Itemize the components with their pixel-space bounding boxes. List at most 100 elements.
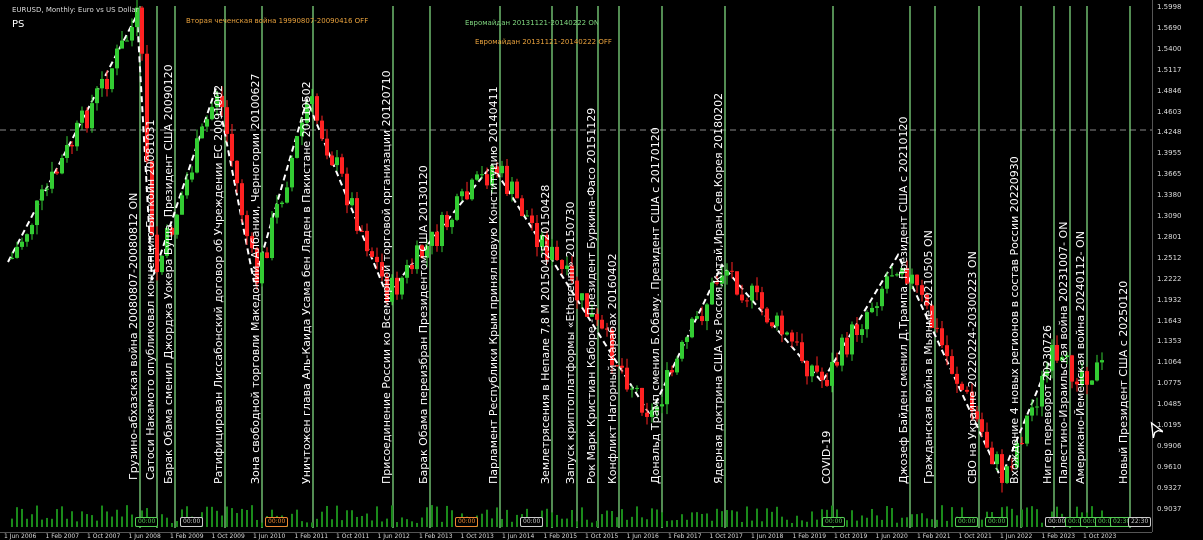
volume-bar <box>586 519 588 527</box>
volume-bar <box>831 505 833 527</box>
candle-body <box>425 245 429 258</box>
price-tick-label: 0.9037 <box>1157 504 1182 513</box>
volume-bar <box>676 520 678 527</box>
candle-body <box>70 145 74 147</box>
time-tag: 22:30 <box>1128 517 1152 527</box>
candle-body <box>410 264 414 270</box>
candle-body <box>95 88 99 104</box>
event-label: Гражданская война в Мьянме 20210505 ON <box>922 230 935 484</box>
candle-body <box>50 171 54 189</box>
candle-body <box>630 388 634 390</box>
volume-bar <box>506 509 508 527</box>
candle-body <box>60 157 64 174</box>
candle-body <box>380 262 384 277</box>
time-tag: 00:00 <box>265 517 289 527</box>
candle-body <box>895 274 899 276</box>
candle-body <box>830 361 834 386</box>
volume-bar <box>1011 508 1013 527</box>
event-label: Грузино-абхазская война 20080807-2008081… <box>127 192 140 480</box>
candle-body <box>1040 375 1044 407</box>
candle-body <box>930 305 934 328</box>
candle-body <box>635 387 639 389</box>
volume-bar <box>231 508 233 527</box>
volume-bar <box>981 519 983 527</box>
candle-body <box>950 356 954 374</box>
price-tick-label: 1.1064 <box>1157 358 1182 367</box>
event-label: Дональд Трамп сменил Б.Обаму. Президент … <box>649 127 662 484</box>
price-tick-label: 1.3090 <box>1157 212 1182 220</box>
volume-bar <box>161 514 163 527</box>
candle-body <box>805 360 809 377</box>
volume-bar <box>261 522 263 527</box>
candle-body <box>245 215 249 237</box>
candle-body <box>205 119 209 127</box>
time-tick-label: 1 Jun 2010 <box>253 533 286 540</box>
volume-bar <box>376 506 378 527</box>
price-tick-label: 1.2512 <box>1157 253 1182 262</box>
volume-bar <box>636 506 638 527</box>
volume-bar <box>366 513 368 527</box>
volume-bar <box>326 505 328 527</box>
event-label: Палестино-Израильская война 20231007- ON <box>1057 221 1070 484</box>
candle-body <box>370 251 374 257</box>
volume-bar <box>706 513 708 527</box>
volume-bar <box>606 510 608 527</box>
volume-bar <box>566 518 568 527</box>
volume-bar <box>546 508 548 527</box>
candle-body <box>800 342 804 361</box>
candle-body <box>40 189 44 201</box>
volume-bar <box>426 507 428 527</box>
candle-body <box>1060 357 1064 361</box>
candle-body <box>735 271 739 295</box>
candle-body <box>995 454 999 465</box>
candle-body <box>790 332 794 342</box>
candle-body <box>110 68 114 90</box>
price-tick-label: 1.5998 <box>1157 3 1182 11</box>
candle-body <box>165 227 169 256</box>
candle-body <box>560 260 564 269</box>
volume-bar <box>786 519 788 527</box>
volume-bar <box>1021 509 1023 527</box>
candle-body <box>590 313 594 317</box>
price-tick-label: 1.5690 <box>1157 23 1182 32</box>
volume-bar <box>771 511 773 527</box>
price-tick-label: 0.9327 <box>1157 483 1182 492</box>
time-tag: 00:00 <box>955 517 979 527</box>
volume-bar <box>626 519 628 527</box>
candle-body <box>925 294 929 306</box>
volume-bar <box>716 508 718 527</box>
candle-body <box>235 160 239 184</box>
volume-bar <box>221 515 223 527</box>
candle-body <box>195 138 199 173</box>
volume-bar <box>251 505 253 527</box>
candle-body <box>270 217 274 259</box>
price-tick-label: 1.4603 <box>1157 107 1182 116</box>
candle-body <box>85 110 89 129</box>
time-tick-label: 1 Jun 2014 <box>502 533 535 540</box>
volume-bar <box>806 521 808 527</box>
candle-body <box>200 126 204 139</box>
volume-bar <box>921 513 923 527</box>
volume-bar <box>211 506 213 527</box>
candle-body <box>325 138 329 156</box>
candle-body <box>730 270 734 272</box>
candle-body <box>450 219 454 228</box>
war-status-label: Вторая чеченская война 19990807-20090416… <box>186 17 369 25</box>
candle-body <box>360 230 364 232</box>
candle-body <box>655 406 659 411</box>
volume-bar <box>91 515 93 527</box>
candle-body <box>595 313 599 320</box>
time-tick-label: 1 Oct 2015 <box>585 533 619 540</box>
candle-body <box>215 95 219 107</box>
candle-body <box>565 265 569 269</box>
volume-bar <box>816 519 818 527</box>
candle-body <box>480 174 484 176</box>
volume-bar <box>1076 506 1078 527</box>
candle-body <box>905 268 909 284</box>
volume-bar <box>621 509 623 527</box>
candle-body <box>1010 466 1014 468</box>
volume-bar <box>121 516 123 527</box>
candle-body <box>945 345 949 357</box>
